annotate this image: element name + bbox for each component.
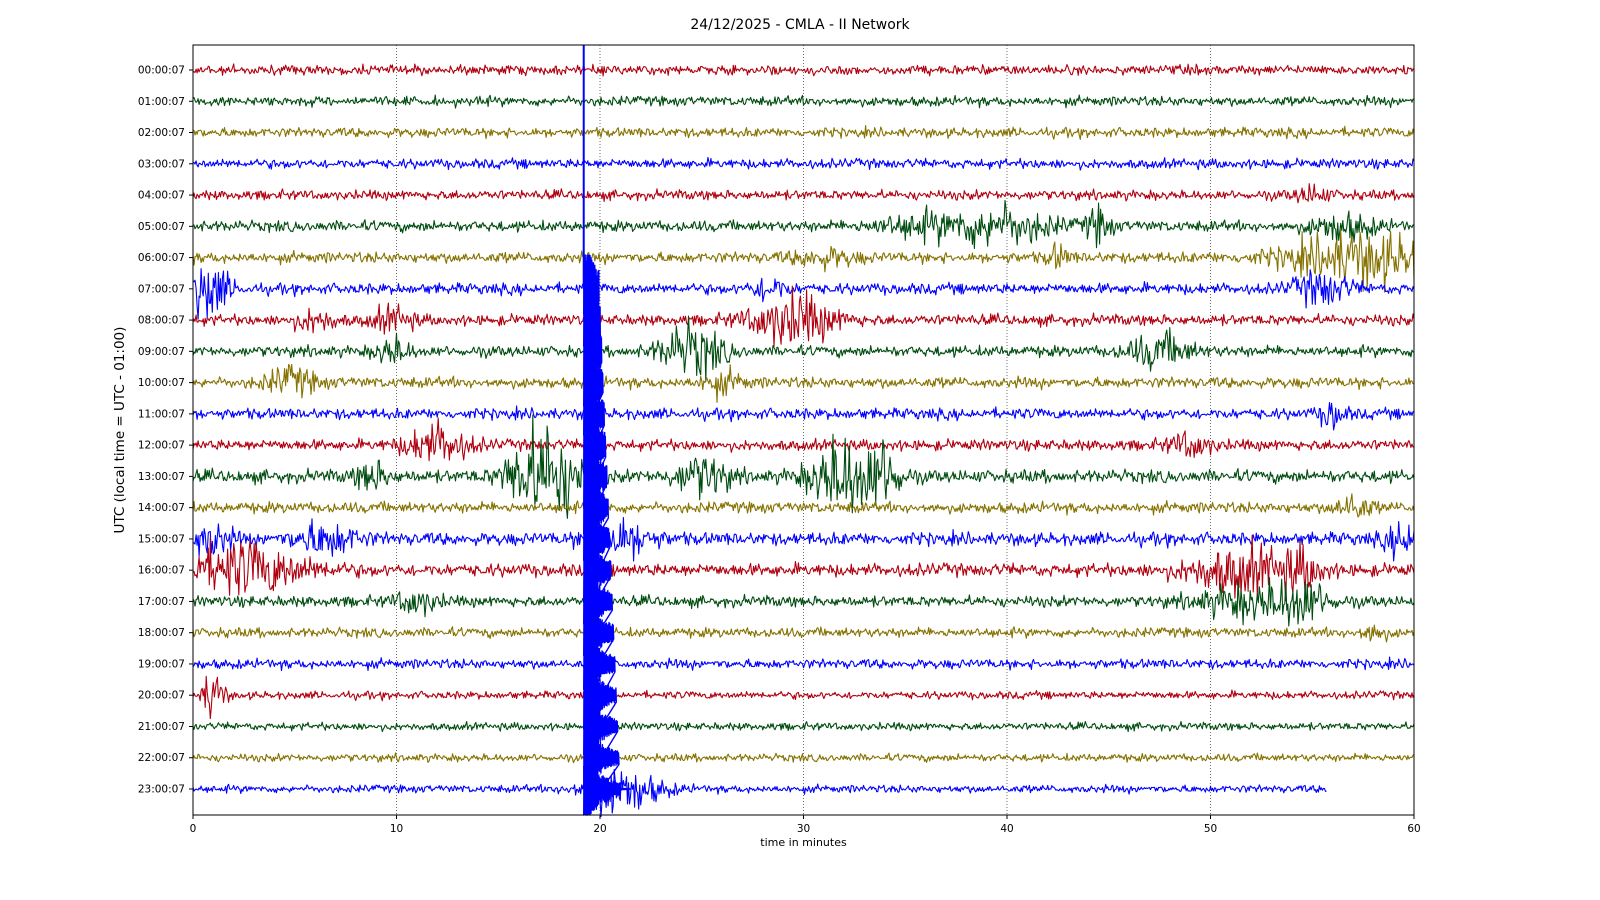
trace-row-08:00:07 [192, 285, 1415, 347]
event-coda [583, 765, 632, 812]
y-tick-label: 08:00:07 [138, 315, 185, 327]
y-tick-label: 01:00:07 [138, 96, 185, 108]
trace-row-03:00:07 [192, 156, 1415, 171]
y-tick-label: 20:00:07 [138, 690, 185, 702]
trace-row-20:00:07 [192, 675, 1415, 720]
trace-row-16:00:07 [192, 534, 1415, 602]
x-tick-label-50: 50 [1204, 823, 1217, 835]
x-tick-label-10: 10 [390, 823, 403, 835]
y-tick-label: 10:00:07 [138, 377, 185, 389]
trace-row-19:00:07 [192, 656, 1415, 672]
y-tick-label: 18:00:07 [138, 627, 185, 639]
trace-row-05:00:07 [193, 199, 1415, 250]
y-tick-label: 03:00:07 [138, 158, 185, 170]
y-tick-label: 04:00:07 [138, 190, 185, 202]
trace-row-18:00:07 [192, 624, 1415, 643]
trace-row-09:00:07 [192, 315, 1415, 382]
y-tick-label: 12:00:07 [138, 440, 185, 452]
event-waveform [583, 254, 621, 816]
trace-row-04:00:07 [192, 183, 1415, 204]
y-tick-label: 07:00:07 [138, 283, 185, 295]
trace-row-07:00:07 [192, 268, 1415, 320]
trace-row-00:00:07 [192, 63, 1415, 77]
trace-row-21:00:07 [192, 720, 1415, 733]
y-tick-label: 09:00:07 [138, 346, 185, 358]
trace-row-22:00:07 [192, 752, 1415, 764]
x-tick-label-40: 40 [1000, 823, 1013, 835]
main-event-layer [582, 45, 632, 816]
grid-lines [396, 45, 1211, 815]
y-tick-label: 11:00:07 [138, 408, 185, 420]
trace-row-14:00:07 [192, 493, 1415, 518]
x-tick-labels: 0 10 20 30 40 50 60 [190, 815, 1421, 835]
y-tick-label: 14:00:07 [138, 502, 185, 514]
trace-row-15:00:07 [192, 516, 1415, 562]
y-tick-label: 06:00:07 [138, 252, 185, 264]
trace-row-13:00:07 [192, 414, 1415, 519]
x-tick-label-60: 60 [1407, 823, 1420, 835]
y-tick-label: 21:00:07 [138, 721, 185, 733]
y-tick-label: 17:00:07 [138, 596, 185, 608]
x-tick-label-20: 20 [593, 823, 606, 835]
y-tick-label: 02:00:07 [138, 127, 185, 139]
x-axis-label: time in minutes [760, 836, 847, 849]
trace-row-06:00:07 [192, 229, 1415, 293]
trace-row-23:00:07 [192, 768, 1327, 818]
trace-row-11:00:07 [192, 402, 1415, 431]
trace-layer [192, 63, 1415, 818]
trace-row-02:00:07 [192, 124, 1415, 140]
y-axis-label: UTC (local time = UTC - 01:00) [112, 327, 128, 534]
y-tick-label: 00:00:07 [138, 65, 185, 77]
y-tick-labels: 00:00:07 01:00:07 02:00:07 03:00:07 04:00:07… [138, 65, 193, 796]
y-tick-label: 15:00:07 [138, 533, 185, 545]
trace-row-01:00:07 [192, 94, 1415, 109]
y-tick-label: 19:00:07 [138, 658, 185, 670]
x-tick-label-0: 0 [190, 823, 197, 835]
x-tick-label-30: 30 [797, 823, 810, 835]
y-tick-label: 22:00:07 [138, 752, 185, 764]
y-tick-label: 05:00:07 [138, 221, 185, 233]
y-tick-label: 16:00:07 [138, 565, 185, 577]
trace-row-17:00:07 [192, 577, 1415, 627]
chart-title: 24/12/2025 - CMLA - II Network [690, 17, 910, 33]
y-tick-label: 23:00:07 [138, 784, 185, 796]
trace-row-10:00:07 [192, 363, 1415, 403]
y-tick-label: 13:00:07 [138, 471, 185, 483]
trace-row-12:00:07 [192, 417, 1415, 462]
